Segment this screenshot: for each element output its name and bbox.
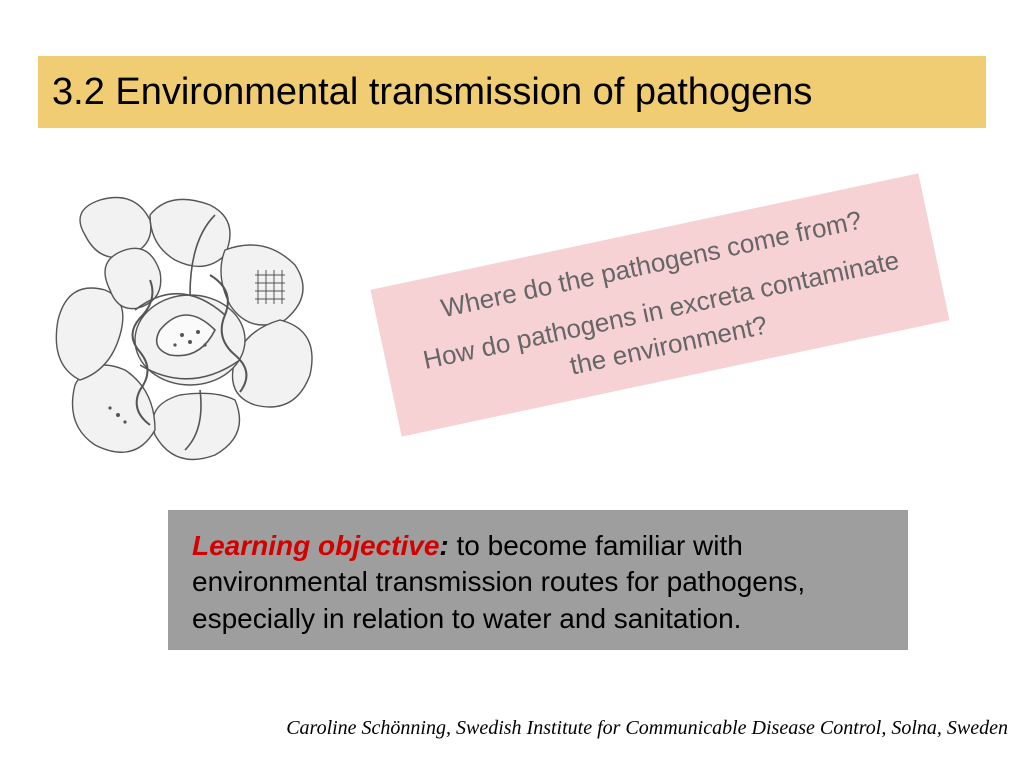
learning-objective-box: Learning objective: to become familiar w… xyxy=(168,510,908,650)
title-bar: 3.2 Environmental transmission of pathog… xyxy=(38,56,986,128)
pathogen-illustration xyxy=(40,180,340,470)
page-title: 3.2 Environmental transmission of pathog… xyxy=(52,71,812,114)
footer-attribution: Caroline Schönning, Swedish Institute fo… xyxy=(286,717,1008,740)
learning-objective-label: Learning objective xyxy=(192,530,439,561)
guiding-questions-box: Where do the pathogens come from? How do… xyxy=(371,173,950,436)
learning-objective-colon: : xyxy=(439,530,448,561)
